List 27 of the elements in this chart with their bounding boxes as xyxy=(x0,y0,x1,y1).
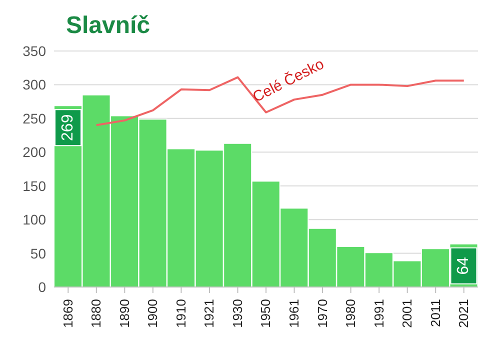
chart-title: Slavníč xyxy=(66,12,150,40)
x-tick-label: 1930 xyxy=(230,299,245,328)
x-tick-label: 1880 xyxy=(88,299,104,328)
y-tick-label: 200 xyxy=(22,144,46,160)
x-tick-label: 1869 xyxy=(60,299,76,328)
y-tick-label: 150 xyxy=(22,178,46,194)
y-tick-label: 50 xyxy=(30,245,46,262)
data-label: 269 xyxy=(60,114,76,141)
x-tick-label: 2011 xyxy=(428,299,443,327)
data-label: 64 xyxy=(455,256,472,275)
x-tick-label: 1890 xyxy=(116,299,132,328)
y-tick-label: 0 xyxy=(38,278,46,295)
y-tick-label: 100 xyxy=(22,212,46,228)
x-tick-label: 1970 xyxy=(314,299,330,328)
x-tick-label: 2001 xyxy=(400,299,415,328)
x-tick-label: 1991 xyxy=(371,299,386,328)
x-tick-label: 1921 xyxy=(202,299,217,328)
x-tick-label: 1961 xyxy=(286,299,302,328)
y-tick-label: 250 xyxy=(22,110,46,126)
text: Celé Česko xyxy=(250,54,327,106)
y-tick-label: 300 xyxy=(22,76,46,93)
x-tick-label: 2021 xyxy=(456,299,472,328)
x-tick-label: 1980 xyxy=(343,299,358,328)
x-tick-label: 1950 xyxy=(258,299,274,328)
x-tick-label: 1910 xyxy=(173,299,188,328)
y-tick-label: 350 xyxy=(22,42,46,59)
x-tick-label: 1900 xyxy=(145,299,160,328)
